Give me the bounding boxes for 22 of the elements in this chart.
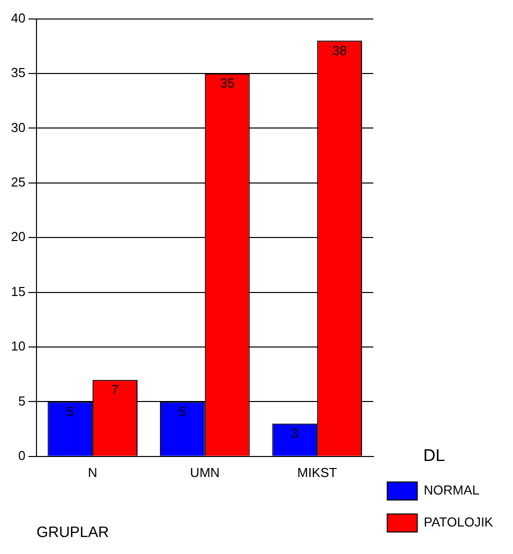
y-tick-label: 30 bbox=[10, 120, 26, 135]
y-tick-label: 5 bbox=[18, 393, 26, 408]
y-tick-label: 20 bbox=[10, 229, 26, 244]
y-tick-label: 40 bbox=[10, 10, 26, 26]
data-label: 35 bbox=[220, 76, 235, 91]
legend-label: PATOLOJIK bbox=[424, 514, 494, 530]
data-label: 5 bbox=[66, 404, 74, 419]
data-label: 5 bbox=[178, 404, 186, 419]
data-label: 3 bbox=[291, 426, 298, 441]
x-axis-title: GRUPLAR bbox=[36, 524, 110, 542]
y-tick-label: 10 bbox=[10, 338, 26, 354]
x-tick-label: N bbox=[88, 464, 98, 480]
y-tick-label: 35 bbox=[10, 65, 26, 80]
y-tick-label: 0 bbox=[18, 448, 26, 463]
data-label: 7 bbox=[111, 382, 119, 397]
data-label: 38 bbox=[332, 42, 347, 58]
x-tick-label: UMN bbox=[190, 464, 220, 480]
legend-title: DL bbox=[423, 446, 445, 465]
y-tick-label: 15 bbox=[10, 284, 26, 299]
x-tick-label: MIKST bbox=[297, 464, 338, 480]
y-tick-label: 25 bbox=[10, 174, 26, 190]
legend-label: NORMAL bbox=[424, 482, 480, 498]
